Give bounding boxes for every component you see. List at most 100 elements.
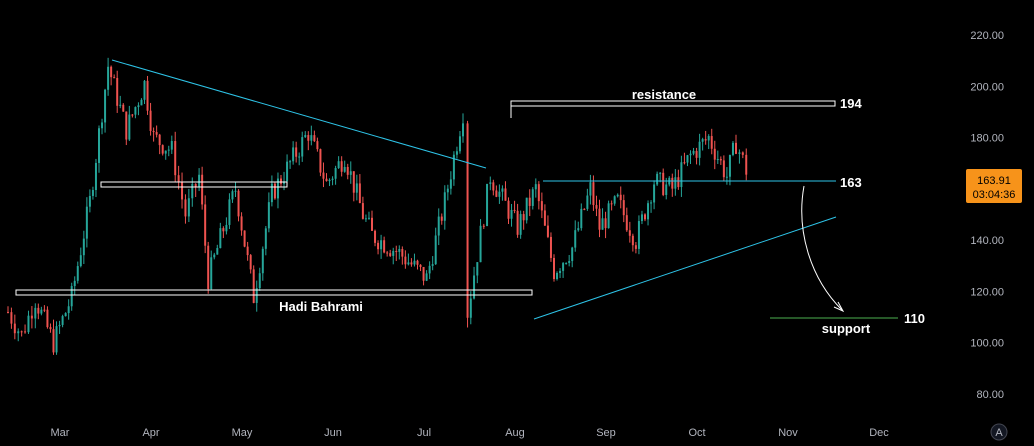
x-axis[interactable]: Mar Apr May Jun Jul Aug Sep Oct Nov Dec [51,427,890,439]
candle-body [580,208,583,229]
candle-body [37,307,40,314]
candle-body [55,326,58,353]
candle-body [30,315,33,319]
candle-body [604,218,607,229]
candle-body [495,190,498,197]
candle-body [443,192,446,221]
resistance-label: resistance [632,87,696,102]
candle-body [292,147,295,162]
candle-body [698,141,701,158]
range-box-upper[interactable] [100,181,288,188]
candle-body [328,179,331,182]
candle-body [107,66,110,90]
candle-body [434,235,437,265]
candle-body [219,228,222,249]
ascending-trendline[interactable] [533,216,837,320]
candle-body [213,254,216,258]
arrow-head-icon [833,301,845,313]
projection-arrow[interactable] [801,185,843,311]
candle-body [104,89,107,123]
candle-body [559,270,562,274]
candle-body [731,142,734,155]
candle-body [207,245,210,289]
candle-body [322,172,325,179]
candle-body [634,245,637,249]
candle-body [473,275,476,299]
candle-body [486,183,489,226]
candle-body [334,168,337,179]
candle-body [187,198,190,217]
candle-body [167,149,170,151]
candle-body [331,178,334,180]
candle-body [364,218,367,220]
candle-body [466,123,469,318]
candle-body [437,216,440,236]
candle-body [113,77,116,79]
candle-body [280,178,282,184]
candle-body [82,238,85,256]
candle-body [181,182,184,200]
candle-body [10,312,13,324]
candle-body [152,130,155,133]
candle-body [49,327,52,330]
candle-body [101,122,104,129]
candle-body [577,228,580,231]
candle-body [337,161,340,169]
candle-body [479,225,482,263]
candle-body [352,171,355,193]
y-tick-label: 120.00 [970,286,1004,298]
candle-body [222,228,225,232]
support-label: support [822,321,871,336]
candle-body [462,123,464,137]
candle-body [273,183,276,199]
auto-scale-button[interactable]: A [990,423,1008,441]
candle-body [316,141,319,150]
candle-body [298,156,301,158]
candle-body [371,217,373,231]
candle-body [722,160,725,178]
candle-body [346,166,349,175]
candle-body [549,236,552,258]
candle-body [416,260,419,265]
descending-trendline[interactable] [111,59,487,169]
candle-body [710,136,713,149]
candle-body [601,218,604,230]
candle-body [671,177,674,189]
candle-body [225,224,228,232]
y-tick-label: 180.00 [970,133,1004,145]
candle-body [137,105,140,108]
candle-body [295,147,298,157]
candle-body [313,135,316,142]
candle-body [325,178,328,182]
candle-body [198,174,201,188]
candle-body [410,262,413,265]
candle-body [231,191,234,200]
candle-body [340,161,343,172]
candle-body [534,184,537,190]
candle-body [234,190,237,192]
candle-body [482,225,485,227]
range-box-lower[interactable] [15,289,533,296]
candle-body [194,183,197,188]
candle-body [522,214,525,221]
candle-body [131,114,134,116]
x-tick-label: May [232,427,253,439]
candle-body [713,148,716,160]
candle-body [73,280,76,287]
candle-body [719,159,722,161]
candle-body [143,80,146,100]
candle-body [61,316,64,325]
candle-body [516,210,519,235]
auto-scale-label: A [995,427,1003,439]
candle-body [695,150,698,158]
candle-body [389,253,392,256]
y-axis[interactable]: 80.00100.00120.00140.00160.00180.00200.0… [970,30,1004,401]
candle-body [741,152,744,155]
candle-body [310,135,313,141]
candle-body [377,242,380,250]
candle-body [85,206,88,239]
candle-body [653,184,656,203]
y-tick-label: 220.00 [970,30,1004,42]
support-value: 110 [904,311,925,326]
